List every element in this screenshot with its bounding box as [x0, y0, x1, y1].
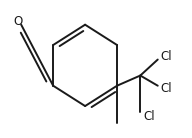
Text: Cl: Cl	[143, 110, 155, 123]
Text: Cl: Cl	[161, 82, 172, 95]
Text: Cl: Cl	[161, 50, 172, 63]
Text: O: O	[14, 15, 23, 28]
